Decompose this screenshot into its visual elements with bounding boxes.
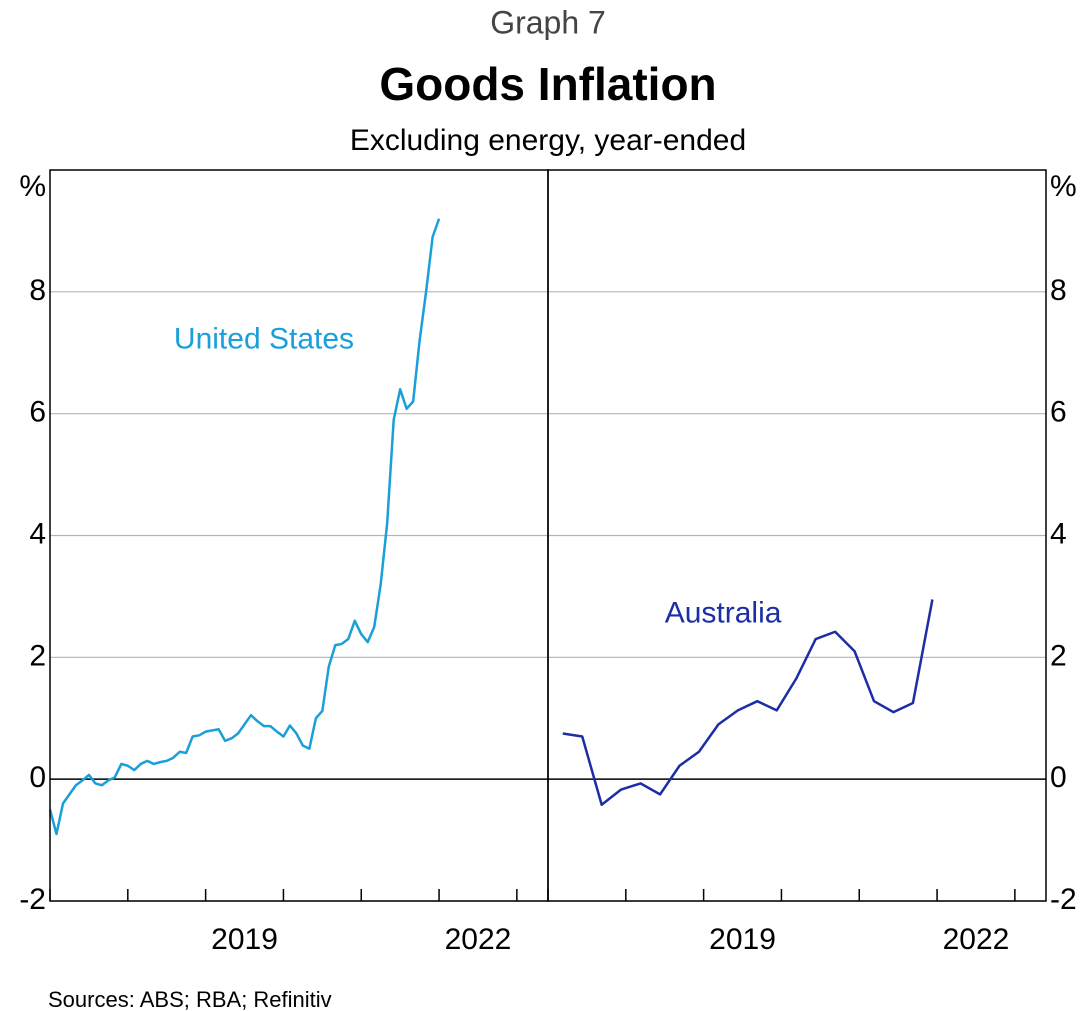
- chart-title: Goods Inflation: [379, 58, 716, 110]
- y-tick-label: 2: [29, 639, 46, 672]
- y-tick-label: -2: [19, 883, 46, 916]
- chart-subtitle: Excluding energy, year-ended: [350, 124, 746, 157]
- y-tick-label: 4: [1050, 517, 1067, 550]
- y-tick-label: 4: [29, 517, 46, 550]
- y-tick-label: 8: [29, 274, 46, 307]
- x-tick-label: 2022: [445, 923, 512, 956]
- y-tick-label: 0: [1050, 761, 1067, 794]
- y-tick-label: -2: [1050, 883, 1077, 916]
- y-tick-label: 8: [1050, 274, 1067, 307]
- y-unit: %: [19, 170, 46, 203]
- series-label: United States: [174, 322, 354, 355]
- x-tick-label: 2019: [709, 923, 776, 956]
- x-tick-label: 2022: [943, 923, 1010, 956]
- series-line: [48, 218, 441, 836]
- graph-number: Graph 7: [490, 4, 606, 40]
- y-tick-label: 0: [29, 761, 46, 794]
- x-tick-label: 2019: [211, 923, 278, 956]
- series-line: [562, 599, 934, 806]
- y-tick-label: 2: [1050, 639, 1067, 672]
- y-unit: %: [1050, 170, 1077, 203]
- series-label: Australia: [665, 597, 782, 630]
- panel-frame: [547, 169, 1047, 902]
- y-tick-label: 6: [29, 396, 46, 429]
- y-tick-label: 6: [1050, 396, 1067, 429]
- source: Sources: ABS; RBA; Refinitiv: [48, 987, 332, 1011]
